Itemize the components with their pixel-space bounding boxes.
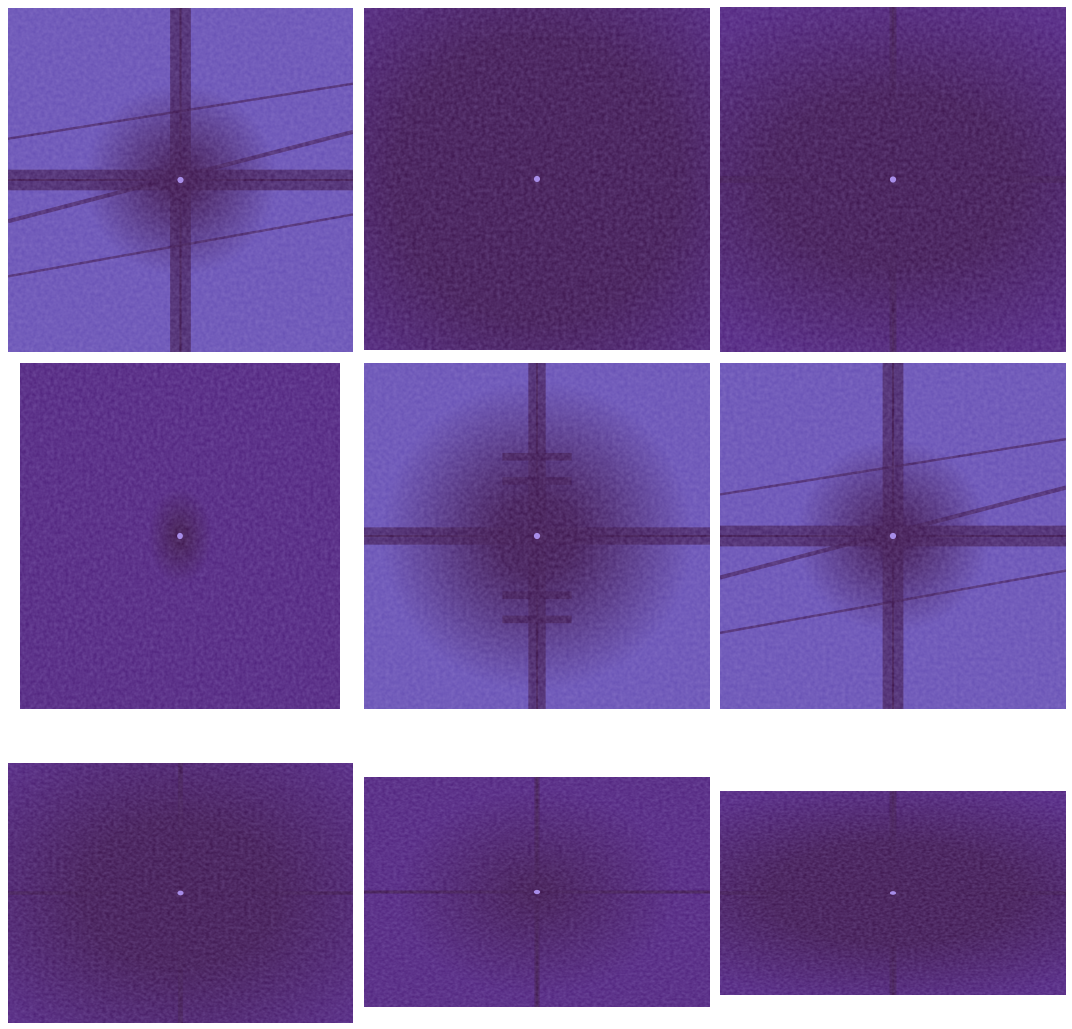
spectrum-panel-r2c3: [720, 363, 1066, 709]
spectrum-image: [8, 8, 353, 352]
spectrum-image: [364, 777, 710, 1007]
spectrum-panel-r1c1: [8, 8, 353, 352]
spectrum-panel-r1c3: [720, 7, 1066, 352]
spectrum-dc-point: [177, 532, 183, 540]
spectrum-image: [8, 763, 353, 1023]
spectrum-panel-r3c1: [8, 763, 353, 1023]
spectrum-image: [364, 363, 710, 709]
spectrum-dc-point: [889, 176, 897, 183]
spectrum-image: [720, 7, 1066, 352]
spectrum-image: [720, 363, 1066, 709]
spectrum-image: [364, 8, 710, 350]
spectrum-panel-r3c2: [364, 777, 710, 1007]
spectrum-dc-point: [533, 532, 541, 540]
spectrum-panel-r3c3: [720, 791, 1066, 995]
spectrum-image: [720, 791, 1066, 995]
spectrum-dc-point: [889, 532, 897, 540]
spectrum-image: [20, 363, 340, 709]
spectrum-dc-point: [533, 175, 541, 183]
spectrum-dc-point: [177, 890, 184, 896]
spectrum-dc-point: [889, 891, 897, 895]
spectrum-panel-r2c1: [20, 363, 340, 709]
spectrum-dc-point: [533, 889, 541, 895]
spectrum-panel-r2c2: [364, 363, 710, 709]
spectrum-dc-point: [177, 176, 184, 184]
spectrum-panel-r1c2: [364, 8, 710, 350]
